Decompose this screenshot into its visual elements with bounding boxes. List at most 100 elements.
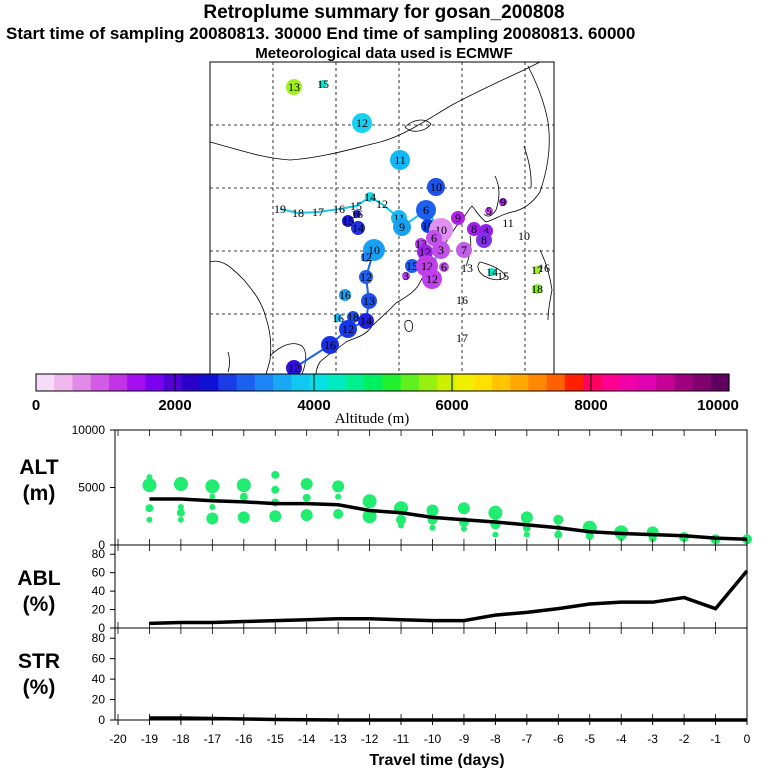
plume-day-label: 17 bbox=[531, 263, 543, 277]
abl-panel-unit: (%) bbox=[23, 593, 56, 616]
alt-point bbox=[362, 509, 377, 524]
x-tick-label: -18 bbox=[172, 732, 190, 746]
alt-point bbox=[236, 478, 251, 493]
plume-day-label: 10 bbox=[430, 180, 442, 194]
x-tick-label: -10 bbox=[424, 732, 442, 746]
colorbar-tick: 6000 bbox=[435, 397, 468, 414]
plume-marker bbox=[359, 270, 373, 284]
plume-day-label: 16 bbox=[538, 261, 550, 275]
alt-point bbox=[554, 530, 563, 539]
plume-marker bbox=[342, 215, 354, 227]
x-tick-label: -15 bbox=[267, 732, 285, 746]
plume-day-label: 11 bbox=[393, 211, 405, 225]
plume-day-label: 5 bbox=[486, 204, 492, 218]
x-tick-label: -4 bbox=[616, 732, 627, 746]
colorbar-swatch bbox=[163, 374, 183, 391]
plume-marker bbox=[358, 313, 374, 329]
colorbar-swatch bbox=[90, 374, 110, 391]
x-tick-label: -6 bbox=[553, 732, 564, 746]
chart-title: Retroplume summary for gosan_200808 bbox=[203, 2, 565, 23]
y-tick-label: 10000 bbox=[72, 423, 106, 437]
plume-marker bbox=[321, 336, 339, 354]
alt-point bbox=[520, 511, 533, 524]
x-axis-label: Travel time (days) bbox=[369, 752, 504, 768]
plume-day-label: 16 bbox=[333, 202, 345, 216]
colorbar-swatch bbox=[564, 374, 584, 391]
colorbar-swatch bbox=[108, 374, 128, 391]
plume-day-label: 15 bbox=[317, 77, 329, 91]
plume-day-label: 16 bbox=[324, 338, 336, 352]
plume-day-label: 12 bbox=[360, 270, 372, 284]
alt-point bbox=[523, 531, 530, 538]
plume-day-label: 10 bbox=[518, 229, 530, 243]
x-tick-label: -2 bbox=[679, 732, 690, 746]
plume-day-label: 16 bbox=[332, 311, 344, 325]
alt-point bbox=[271, 470, 280, 479]
y-tick-label: 60 bbox=[92, 566, 106, 580]
y-tick-label: 80 bbox=[92, 631, 106, 645]
alt-point bbox=[176, 508, 185, 517]
plume-day-label: 3 bbox=[403, 269, 409, 283]
colorbar-swatch bbox=[510, 374, 529, 391]
plume-marker bbox=[451, 211, 465, 225]
alt-point bbox=[239, 492, 248, 501]
colorbar-swatch bbox=[382, 374, 402, 391]
plume-day-label: 6 bbox=[441, 260, 447, 274]
x-tick-label: -14 bbox=[298, 732, 316, 746]
plume-day-label: 9 bbox=[399, 220, 405, 234]
colorbar-swatch bbox=[455, 374, 475, 391]
alt-point bbox=[205, 479, 220, 494]
alt-panel-label: ALT bbox=[19, 456, 58, 479]
plume-marker bbox=[488, 268, 496, 276]
alt-point bbox=[553, 514, 564, 525]
alt-point bbox=[177, 504, 184, 511]
plume-day-label: 15 bbox=[342, 214, 354, 228]
plume-marker bbox=[361, 252, 371, 262]
colorbar-swatch bbox=[528, 374, 548, 391]
colorbar-swatch bbox=[309, 374, 329, 391]
colorbar-label: Altitude (m) bbox=[335, 411, 410, 427]
colorbar-swatch bbox=[674, 374, 694, 391]
plume-marker bbox=[319, 80, 327, 88]
plume-marker bbox=[422, 269, 442, 289]
plume-day-label: 3 bbox=[438, 243, 444, 257]
plume-day-label: 15 bbox=[497, 269, 509, 283]
x-tick-label: -5 bbox=[584, 732, 595, 746]
abl-line bbox=[149, 569, 749, 626]
plume-marker bbox=[334, 314, 342, 322]
alt-point bbox=[333, 508, 344, 519]
plume-marker bbox=[499, 198, 507, 206]
colorbar-swatch bbox=[710, 374, 730, 391]
plume-day-label: 16 bbox=[456, 293, 468, 307]
x-tick-label: -8 bbox=[490, 732, 501, 746]
plume-day-label: 12 bbox=[342, 322, 354, 336]
alt-point bbox=[488, 505, 503, 520]
colorbar-swatch bbox=[346, 374, 365, 391]
plume-marker bbox=[432, 241, 450, 259]
colorbar-tick: 4000 bbox=[297, 397, 330, 414]
x-tick-label: -12 bbox=[361, 732, 379, 746]
plume-day-label: 18 bbox=[292, 206, 304, 220]
y-tick-label: 40 bbox=[92, 584, 106, 598]
alt-point bbox=[146, 474, 153, 481]
plume-day-label: 6 bbox=[423, 203, 429, 217]
colorbar-swatch bbox=[491, 374, 511, 391]
plume-day-label: 11 bbox=[394, 153, 406, 167]
colorbar-swatch bbox=[254, 374, 274, 391]
alt-point bbox=[237, 511, 250, 524]
plume-day-label: 14 bbox=[486, 265, 498, 279]
alt-point bbox=[173, 477, 188, 492]
x-tick-label: -7 bbox=[522, 732, 533, 746]
alt-point bbox=[492, 531, 499, 538]
alt-point bbox=[177, 516, 184, 523]
plume-day-label: 13 bbox=[363, 294, 375, 308]
plume-day-label: 10 bbox=[368, 243, 380, 257]
plume-marker bbox=[286, 360, 302, 376]
alt-point bbox=[145, 504, 154, 513]
plume-marker bbox=[416, 200, 436, 220]
alt-point bbox=[300, 509, 313, 522]
colorbar-swatch bbox=[546, 374, 566, 391]
colorbar-swatch bbox=[273, 374, 292, 391]
alt-median-line bbox=[149, 497, 748, 541]
